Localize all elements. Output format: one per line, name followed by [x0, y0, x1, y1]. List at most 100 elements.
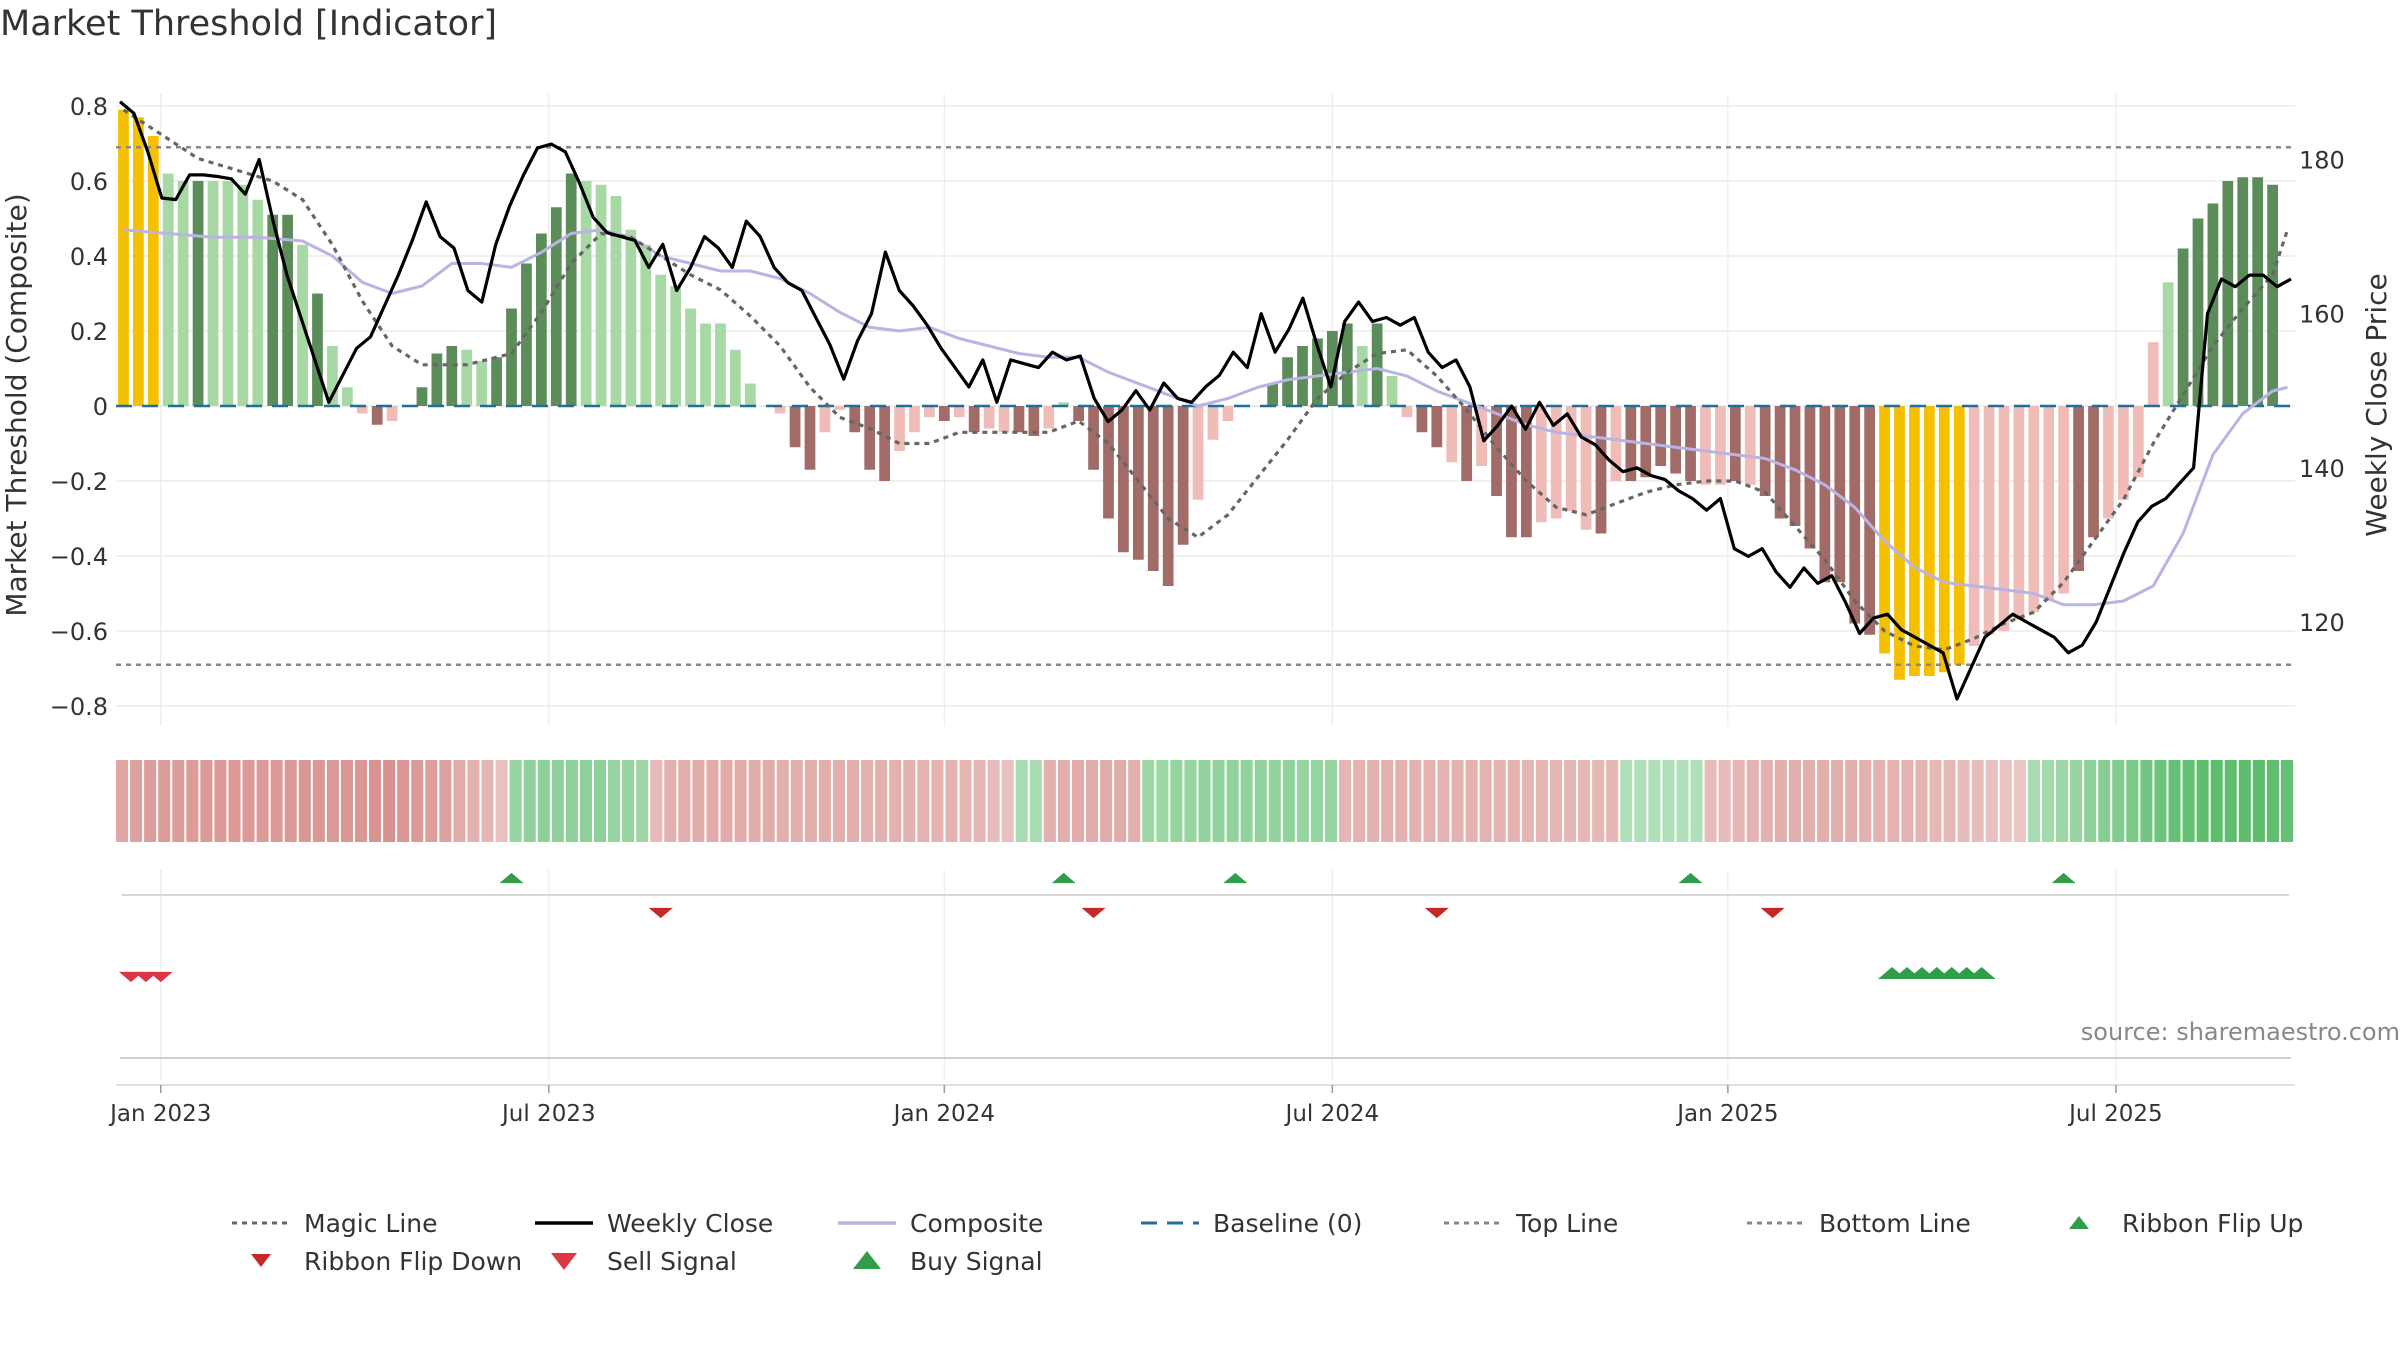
- y-tick-label: 0.4: [70, 243, 108, 271]
- composite-bar: [625, 229, 637, 406]
- ribbon-cell: [1859, 760, 1872, 842]
- composite-bar: [1401, 406, 1413, 418]
- composite-bar: [849, 406, 861, 433]
- composite-bar: [2103, 406, 2114, 519]
- ribbon-cell: [509, 760, 522, 842]
- ribbon-cell: [1676, 760, 1689, 842]
- ribbon-cell: [692, 760, 705, 842]
- ribbon-cell: [2070, 760, 2083, 842]
- ribbon-flip-up-marker: [1678, 872, 1703, 884]
- ribbon-cell: [608, 760, 621, 842]
- legend-label: Bottom Line: [1819, 1208, 1971, 1238]
- composite-bar: [2192, 218, 2204, 406]
- composite-bar: [685, 308, 696, 406]
- composite-bar: [2117, 406, 2129, 500]
- weekly-close-line: [118, 100, 2292, 701]
- ribbon-cell: [1057, 760, 1070, 842]
- ribbon-flip-down-marker: [1760, 907, 1785, 919]
- composite-bar: [207, 181, 219, 406]
- x-tick-label: Jan 2024: [892, 1101, 995, 1127]
- composite-bar: [2132, 406, 2144, 478]
- ribbon-cell: [1943, 760, 1956, 842]
- composite-bar: [1192, 406, 1204, 500]
- ribbon-cell: [214, 760, 227, 842]
- ribbon-cell: [312, 760, 325, 842]
- ribbon-cell: [1999, 760, 2012, 842]
- legend-item-weekly: Weekly Close: [533, 1209, 836, 1238]
- ribbon-cell: [1620, 760, 1633, 842]
- y2-tick-label: 120: [2299, 609, 2345, 637]
- ribbon-cell: [2098, 760, 2111, 842]
- legend-item-bottom: Bottom Line: [1745, 1208, 2048, 1238]
- y-tick-label: 0.6: [70, 168, 108, 196]
- ribbon-cell: [1971, 760, 1984, 842]
- composite-bar: [640, 244, 652, 406]
- composite-bar: [1938, 406, 1950, 673]
- ribbon-cell: [1086, 760, 1099, 842]
- triangle-down-icon: [251, 1254, 271, 1267]
- composite-bar: [864, 406, 876, 470]
- ribbon-cell: [298, 760, 311, 842]
- ribbon-cell: [2126, 760, 2139, 842]
- composite-bar: [1058, 402, 1070, 406]
- ribbon-cell: [1324, 760, 1338, 842]
- composite-bar: [2162, 282, 2174, 406]
- composite-bar: [700, 323, 711, 406]
- chart-title: Market Threshold [Indicator]: [0, 4, 498, 44]
- ribbon-cell: [242, 760, 255, 842]
- composite-bar: [222, 181, 234, 406]
- buy-signal-marker: [1967, 967, 1996, 979]
- ribbon-cell: [1606, 760, 1619, 842]
- ribbon-cell: [1746, 760, 1759, 842]
- ribbon-cell: [186, 760, 199, 842]
- y-tick-label: −0.8: [50, 693, 108, 721]
- composite-bar: [1715, 406, 1726, 485]
- ribbon-cell: [748, 760, 761, 842]
- ribbon-cell: [284, 760, 297, 842]
- legend-item-composite: Composite: [836, 1209, 1139, 1238]
- composite-bar: [1685, 406, 1696, 481]
- composite-bar: [1909, 406, 1920, 676]
- ribbon-cell: [1535, 760, 1548, 842]
- ribbon-cell: [1310, 760, 1323, 842]
- ribbon-cell: [1170, 760, 1183, 842]
- ribbon-cell: [1493, 760, 1506, 842]
- ribbon-flip-up-marker: [2051, 872, 2076, 884]
- composite-bar: [356, 406, 368, 414]
- composite-bar: [1341, 323, 1353, 406]
- composite-bar: [1416, 406, 1428, 433]
- x-tick-label: Jan 2025: [1675, 1101, 1778, 1127]
- composite-bar: [1983, 406, 1995, 635]
- ribbon-flip-down-marker: [1081, 907, 1106, 919]
- ribbon-cell: [467, 760, 480, 842]
- composite-bar: [1013, 406, 1025, 433]
- composite-bar: [1535, 406, 1547, 523]
- composite-bar: [595, 184, 607, 406]
- composite-bar: [1670, 406, 1681, 474]
- ribbon-cell: [1001, 760, 1014, 842]
- ribbon-cell: [523, 760, 536, 842]
- ribbon-cell: [1901, 760, 1914, 842]
- composite-bar: [1894, 406, 1905, 680]
- composite-bar: [1580, 406, 1592, 530]
- ribbon-cell: [2154, 760, 2167, 842]
- ribbon-cell: [1198, 760, 1211, 842]
- y-tick-label: 0.8: [70, 93, 108, 121]
- ribbon-cell: [1043, 760, 1056, 842]
- composite-bar: [1729, 406, 1741, 481]
- ribbon-cell: [1507, 760, 1520, 842]
- composite-bar: [655, 274, 667, 406]
- y2-tick-label: 160: [2299, 301, 2345, 329]
- triangle-up-icon: [853, 1251, 881, 1269]
- composite-bar: [1147, 406, 1159, 571]
- ribbon-cell: [804, 760, 817, 842]
- ribbon-cell: [973, 760, 986, 842]
- composite-bar: [2237, 177, 2249, 406]
- composite-bar: [2147, 342, 2159, 406]
- ribbon-cell: [369, 760, 382, 842]
- composite-bar: [774, 406, 786, 414]
- magic-line: [122, 108, 2290, 652]
- composite-bar: [133, 117, 144, 406]
- composite-bar: [1386, 376, 1398, 406]
- composite-bar: [804, 406, 816, 470]
